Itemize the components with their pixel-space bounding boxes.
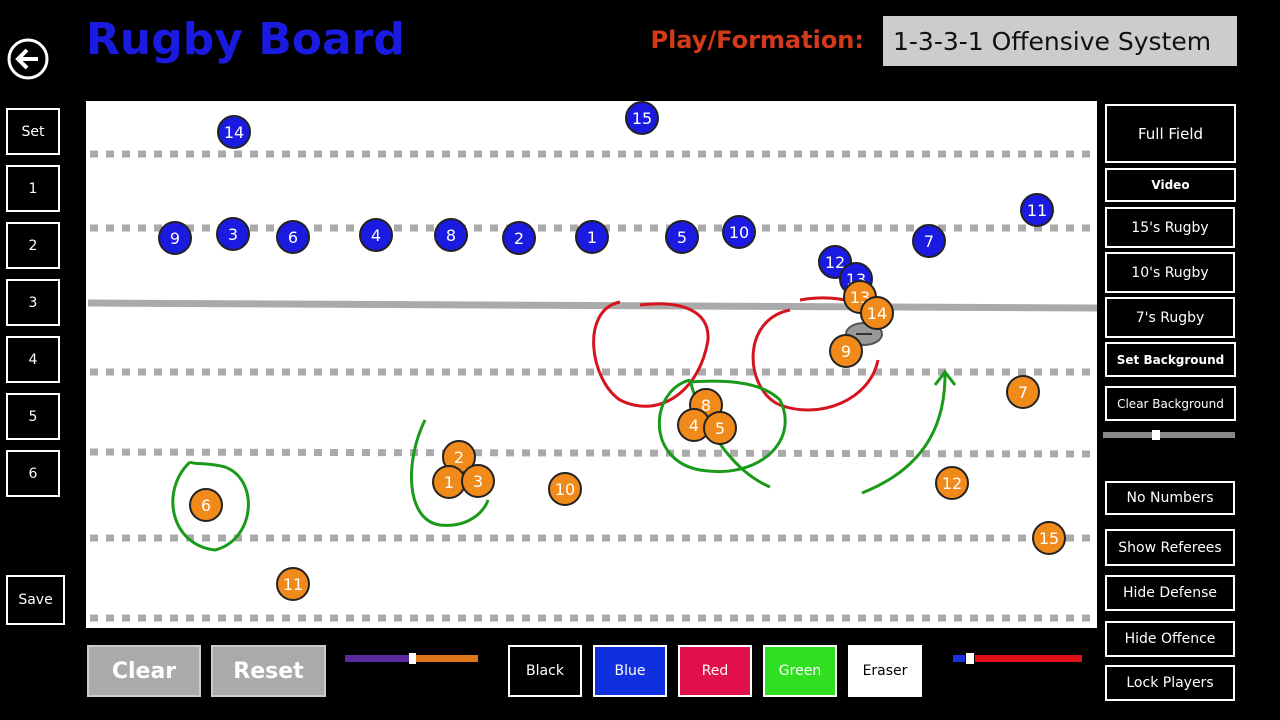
menu-button[interactable]: Lock Players <box>1105 665 1235 701</box>
pen-color-button[interactable]: Eraser <box>848 645 922 697</box>
defense-player[interactable]: 15 <box>625 101 659 135</box>
offense-player[interactable]: 7 <box>1006 375 1040 409</box>
player-number: 8 <box>446 226 456 245</box>
defense-player[interactable]: 1 <box>575 220 609 254</box>
offense-player[interactable]: 5 <box>703 411 737 445</box>
offense-player[interactable]: 9 <box>829 334 863 368</box>
field <box>86 101 1097 628</box>
action-button[interactable]: Clear <box>87 645 201 697</box>
slider-thumb[interactable] <box>409 653 416 664</box>
offense-player[interactable]: 12 <box>935 466 969 500</box>
player-number: 3 <box>228 225 238 244</box>
player-number: 11 <box>1027 201 1047 220</box>
slider-track <box>975 655 1082 662</box>
player-number: 14 <box>224 123 244 142</box>
side-button[interactable]: 3 <box>6 279 60 326</box>
side-button[interactable]: Set <box>6 108 60 155</box>
side-button[interactable]: 4 <box>6 336 60 383</box>
offense-player[interactable]: 3 <box>461 464 495 498</box>
defense-player[interactable]: 5 <box>665 220 699 254</box>
action-button[interactable]: Reset <box>211 645 326 697</box>
offense-player[interactable]: 14 <box>860 296 894 330</box>
player-number: 6 <box>201 496 211 515</box>
player-number: 15 <box>1039 529 1059 548</box>
pen-color-button[interactable]: Red <box>678 645 752 697</box>
defense-player[interactable]: 2 <box>502 221 536 255</box>
slider-track <box>345 655 412 662</box>
offense-player[interactable]: 6 <box>189 488 223 522</box>
menu-button[interactable]: Show Referees <box>1105 529 1235 566</box>
defense-player[interactable]: 14 <box>217 115 251 149</box>
player-number: 10 <box>555 480 575 499</box>
offense-player[interactable]: 10 <box>548 472 582 506</box>
defense-player[interactable]: 10 <box>722 215 756 249</box>
player-number: 5 <box>677 228 687 247</box>
player-number: 1 <box>587 228 597 247</box>
defense-player[interactable]: 11 <box>1020 193 1054 227</box>
defense-player[interactable]: 8 <box>434 218 468 252</box>
play-label: Play/Formation: <box>650 26 864 54</box>
defense-player[interactable]: 9 <box>158 221 192 255</box>
side-button[interactable]: 6 <box>6 450 60 497</box>
player-number: 2 <box>514 229 524 248</box>
slider-thumb[interactable] <box>966 653 974 664</box>
slider-track <box>416 655 478 662</box>
side-button[interactable]: Save <box>6 575 65 625</box>
defense-player[interactable]: 7 <box>912 224 946 258</box>
back-button[interactable] <box>7 38 49 80</box>
player-number: 4 <box>689 416 699 435</box>
offense-player[interactable]: 15 <box>1032 521 1066 555</box>
pen-color-button[interactable]: Black <box>508 645 582 697</box>
slider-track <box>953 655 965 662</box>
halfway-line <box>87 299 1098 312</box>
player-number: 9 <box>841 342 851 361</box>
drawings <box>171 296 957 552</box>
offense-player[interactable]: 1 <box>432 465 466 499</box>
menu-button[interactable]: Set Background <box>1105 342 1236 377</box>
slider-track <box>1103 432 1235 438</box>
player-number: 8 <box>701 396 711 415</box>
menu-button[interactable]: No Numbers <box>1105 481 1235 515</box>
player-number: 10 <box>729 223 749 242</box>
player-number: 11 <box>283 575 303 594</box>
pen-color-button[interactable]: Blue <box>593 645 667 697</box>
offense-player[interactable]: 2 <box>442 440 476 474</box>
menu-button[interactable]: 7's Rugby <box>1105 297 1235 338</box>
side-button[interactable]: 5 <box>6 393 60 440</box>
play-input[interactable]: 1-3-3-1 Offensive System <box>883 16 1237 66</box>
player-number: 14 <box>867 304 887 323</box>
side-button[interactable]: 1 <box>6 165 60 212</box>
menu-button[interactable]: 15's Rugby <box>1105 207 1235 248</box>
menu-button[interactable]: Hide Defense <box>1105 575 1235 611</box>
offense-player[interactable]: 11 <box>276 567 310 601</box>
player-number: 7 <box>1018 383 1028 402</box>
menu-button[interactable]: Hide Offence <box>1105 621 1235 657</box>
slider-thumb[interactable] <box>1152 430 1160 440</box>
defense-player[interactable]: 6 <box>276 220 310 254</box>
pen-color-button[interactable]: Green <box>763 645 837 697</box>
player-number: 7 <box>924 232 934 251</box>
player-number: 15 <box>632 109 652 128</box>
player-number: 5 <box>715 419 725 438</box>
menu-button[interactable]: Video <box>1105 168 1236 202</box>
menu-button[interactable]: Clear Background <box>1105 386 1236 421</box>
player-number: 3 <box>473 472 483 491</box>
player-number: 12 <box>942 474 962 493</box>
side-button[interactable]: 2 <box>6 222 60 269</box>
menu-button[interactable]: 10's Rugby <box>1105 252 1235 293</box>
menu-button[interactable]: Full Field <box>1105 104 1236 163</box>
player-number: 6 <box>288 228 298 247</box>
player-number: 4 <box>371 226 381 245</box>
player-number: 1 <box>444 473 454 492</box>
player-number: 2 <box>454 448 464 467</box>
player-number: 9 <box>170 229 180 248</box>
defense-player[interactable]: 4 <box>359 218 393 252</box>
app-title: Rugby Board <box>86 14 405 65</box>
defense-player[interactable]: 3 <box>216 217 250 251</box>
player-number: 12 <box>825 253 845 272</box>
